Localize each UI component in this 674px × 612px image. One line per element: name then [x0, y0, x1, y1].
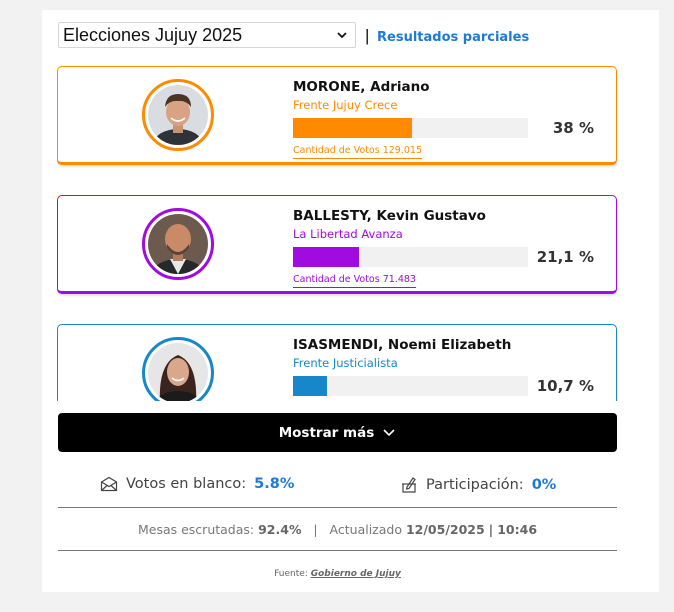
candidate-card: MORONE, Adriano Frente Jujuy Crece 38 % …: [57, 66, 617, 165]
tables-value: 92.4%: [258, 522, 302, 537]
chevron-down-icon: [383, 428, 395, 436]
updated-label: Actualizado: [329, 522, 402, 537]
candidate-party: Frente Jujuy Crece: [293, 98, 398, 112]
candidate-avatar: [142, 79, 214, 151]
election-select[interactable]: Elecciones Jujuy 2025: [58, 22, 356, 48]
election-select-value: Elecciones Jujuy 2025: [63, 24, 243, 45]
source-link[interactable]: Gobierno de Jujuy: [310, 569, 401, 579]
blank-votes-stat: Votos en blanco: 5.8%: [100, 476, 294, 492]
vote-bar: [293, 247, 528, 267]
vote-count-link[interactable]: Cantidad de Votos 129.015: [293, 145, 423, 159]
blank-votes-value: 5.8%: [254, 476, 295, 492]
source-label: Fuente:: [274, 569, 308, 579]
divider: [58, 507, 617, 508]
vote-bar-fill: [293, 118, 413, 138]
chevron-down-icon: [337, 32, 347, 39]
show-more-button[interactable]: Mostrar más: [58, 413, 617, 452]
vote-count-link[interactable]: Cantidad de Votos 71.483: [293, 274, 416, 288]
participation-value: 0%: [531, 477, 557, 493]
avatar-photo: [148, 343, 208, 401]
candidate-party: La Libertad Avanza: [293, 227, 403, 241]
participation-stat: Participación: 0%: [400, 476, 556, 494]
candidate-card: ISASMENDI, Noemi Elizabeth Frente Justic…: [57, 324, 617, 401]
toolbar: Elecciones Jujuy 2025 | Resultados parci…: [58, 22, 618, 52]
tables-label: Mesas escrutadas:: [137, 522, 255, 537]
vote-percent: 21,1 %: [536, 248, 594, 266]
participation-label: Participación:: [426, 477, 524, 493]
candidate-avatar: [142, 337, 214, 401]
source-credit: Fuente: Gobierno de Jujuy: [58, 569, 617, 579]
vote-percent: 38 %: [552, 119, 594, 137]
vote-bar: [293, 118, 528, 138]
candidate-name: BALLESTY, Kevin Gustavo: [293, 208, 486, 224]
separator: |: [365, 26, 370, 45]
ballot-pen-icon: [402, 477, 416, 493]
candidate-party: Frente Justicialista: [293, 356, 398, 370]
candidate-name: MORONE, Adriano: [293, 79, 430, 95]
updated-date: 12/05/2025: [405, 522, 485, 537]
vote-bar-fill: [293, 376, 327, 396]
updated-time: 10:46: [497, 522, 538, 537]
tables-status: Mesas escrutadas: 92.4% | Actualizado 12…: [58, 522, 617, 537]
summary-stats: Votos en blanco: 5.8% Participación: 0%: [58, 476, 618, 498]
candidates-list[interactable]: MORONE, Adriano Frente Jujuy Crece 38 % …: [57, 66, 619, 401]
separator: |: [313, 522, 318, 537]
candidate-name: ISASMENDI, Noemi Elizabeth: [293, 337, 512, 353]
candidate-avatar: [142, 208, 214, 280]
avatar-photo: [148, 214, 208, 274]
results-widget: Elecciones Jujuy 2025 | Resultados parci…: [42, 10, 659, 592]
blank-votes-label: Votos en blanco:: [126, 476, 247, 492]
avatar-photo: [148, 85, 208, 145]
envelope-icon: [100, 476, 118, 492]
separator: |: [488, 522, 494, 537]
show-more-label: Mostrar más: [278, 424, 375, 441]
vote-percent: 10,7 %: [536, 377, 594, 395]
vote-bar: [293, 376, 528, 396]
partial-results-label: Resultados parciales: [377, 30, 530, 45]
vote-bar-fill: [293, 247, 360, 267]
divider: [58, 550, 617, 551]
candidate-card: BALLESTY, Kevin Gustavo La Libertad Avan…: [57, 195, 617, 294]
